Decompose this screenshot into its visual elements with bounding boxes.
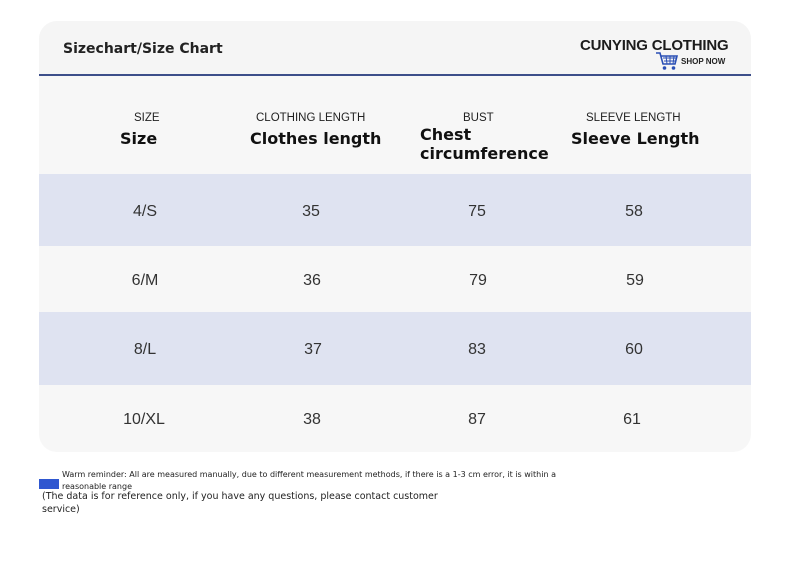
table-cell-sleeve-length: 60 [625, 341, 643, 358]
warm-reminder-note: Warm reminder: All are measured manually… [62, 470, 556, 491]
table-cell-size: 4/S [132, 203, 158, 220]
shop-now-label: SHOP NOW [681, 56, 726, 66]
table-cell-chest: 87 [468, 411, 486, 428]
table-cell-size: 8/L [133, 341, 157, 358]
table-row: 8/L 37 83 60 [39, 312, 751, 385]
table-cell-sleeve-length: 61 [623, 411, 641, 428]
table-cell-clothes-length: 38 [303, 411, 321, 428]
column-header-big: Clothes length [250, 129, 382, 148]
column-header-small: CLOTHING LENGTH [256, 112, 366, 124]
note-marker [39, 479, 59, 489]
column-header-big: Sleeve Length [571, 129, 700, 148]
table-cell-sleeve-length: 58 [625, 203, 643, 220]
column-header-small: SLEEVE LENGTH [586, 112, 681, 124]
reference-note: (The data is for reference only, if you … [42, 491, 438, 515]
table-cell-clothes-length: 35 [302, 203, 320, 220]
table-row: 10/XL 38 87 61 [39, 385, 751, 452]
chart-title: Sizechart/Size Chart [63, 41, 223, 57]
table-cell-sleeve-length: 59 [626, 272, 644, 289]
column-header-small: SIZE [134, 112, 160, 124]
table-header-row: SIZE Size CLOTHING LENGTH Clothes length… [39, 76, 751, 174]
column-header-big: Chest circumference [420, 125, 549, 163]
column-header-big: Size [120, 129, 158, 148]
table-row: 4/S 35 75 58 [39, 174, 751, 246]
brand-name: CUNYING CLOTHING [580, 37, 729, 54]
table-cell-clothes-length: 37 [304, 341, 322, 358]
card-header: Sizechart/Size Chart CUNYING CLOTHING SH… [39, 21, 751, 76]
table-cell-clothes-length: 36 [303, 272, 321, 289]
column-header-small: BUST [463, 112, 494, 124]
table-cell-chest: 83 [468, 341, 486, 358]
size-chart-card: Sizechart/Size Chart CUNYING CLOTHING SH… [39, 21, 751, 452]
table-cell-chest: 75 [468, 203, 486, 220]
shopping-cart-icon [656, 52, 679, 70]
table-cell-chest: 79 [469, 272, 487, 289]
table-row: 6/M 36 79 59 [39, 246, 751, 312]
table-cell-size: 6/M [131, 272, 159, 289]
shop-now-badge: SHOP NOW [655, 51, 725, 71]
table-cell-size: 10/XL [123, 411, 165, 428]
